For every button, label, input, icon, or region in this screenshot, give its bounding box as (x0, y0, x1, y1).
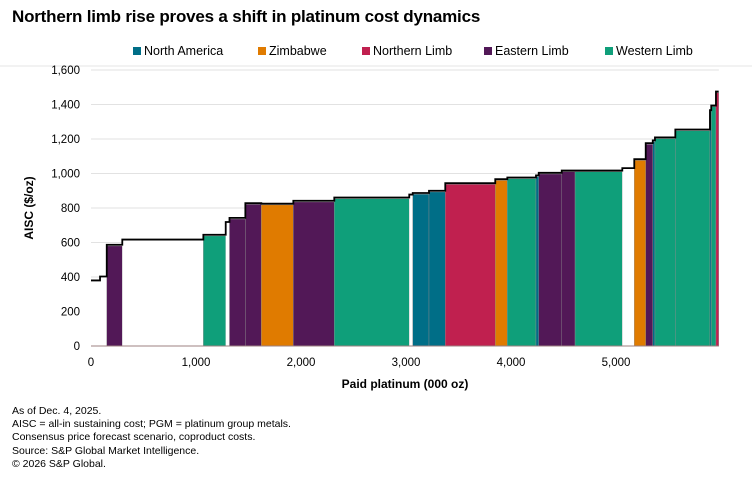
cost-bar-unclassified (622, 169, 635, 346)
cost-bar-zimbabwe (495, 180, 508, 347)
x-tick-label: 1,000 (182, 357, 211, 369)
legend-swatch (605, 47, 613, 55)
cost-curve-line (91, 90, 719, 282)
cost-bar-eastern-limb (245, 204, 262, 347)
cost-bar-western-limb (675, 130, 711, 347)
y-tick-label: 400 (61, 272, 80, 284)
x-tick-label: 4,000 (497, 357, 526, 369)
footnote-date: As of Dec. 4, 2025. (12, 405, 102, 417)
cost-bar-eastern-limb (106, 245, 123, 347)
legend-swatch (258, 47, 266, 55)
y-tick-label: 200 (61, 307, 80, 319)
y-axis-title: AISC ($/oz) (22, 176, 36, 239)
legend-item-north-america: North America (133, 44, 223, 58)
legend-swatch (484, 47, 492, 55)
legend-item-eastern-limb: Eastern Limb (484, 44, 569, 58)
cost-bar-western-limb (654, 138, 676, 347)
footnotes: As of Dec. 4, 2025. AISC = all-in sustai… (12, 405, 291, 471)
footnote-source: Source: S&P Global Market Intelligence. (12, 444, 200, 457)
legend-label: Western Limb (616, 44, 693, 58)
cost-curve-chart: 0 200 400 600 800 1,000 1,200 1,400 1,600 0 1,000 2… (0, 65, 752, 391)
cost-bar-unclassified (122, 240, 204, 346)
cost-bar-north-america (652, 141, 656, 347)
chart-title: Northern limb rise proves a shift in pla… (12, 7, 481, 26)
cost-bar-unclassified (91, 281, 101, 346)
y-tick-label: 1,400 (51, 100, 80, 112)
footnote-abbreviations: AISC = all-in sustaining cost; PGM = pla… (12, 418, 291, 431)
cost-bar-unclassified (225, 223, 230, 346)
legend-label: North America (144, 44, 224, 58)
cost-bar-zimbabwe (261, 204, 294, 347)
cost-bar-north-america (535, 176, 539, 347)
cost-bar-eastern-limb (293, 201, 335, 347)
cost-bar-north-america (412, 193, 430, 347)
x-axis-title: Paid platinum (000 oz) (342, 377, 469, 391)
x-tick-label: 3,000 (392, 357, 421, 369)
cost-bar-northern-limb (715, 92, 719, 347)
legend-item-western-limb: Western Limb (605, 44, 693, 58)
y-tick-label: 0 (74, 341, 80, 353)
legend: North America Zimbabwe Northern Limb Eas… (0, 44, 752, 64)
cost-bar-eastern-limb (645, 144, 653, 347)
cost-bar-western-limb (334, 198, 410, 347)
legend-item-northern-limb: Northern Limb (362, 44, 452, 58)
cost-bar-eastern-limb (538, 173, 562, 347)
y-tick-label: 600 (61, 238, 80, 250)
cost-bar-zimbabwe (634, 160, 646, 347)
cost-bar-unclassified (100, 277, 107, 346)
y-tick-label: 1,000 (51, 169, 80, 181)
cost-bar-western-limb (507, 178, 537, 347)
y-tick-label: 800 (61, 203, 80, 215)
cost-bar-north-america (428, 191, 446, 347)
legend-item-zimbabwe: Zimbabwe (258, 44, 327, 58)
legend-label: Eastern Limb (495, 44, 569, 58)
legend-label: Northern Limb (373, 44, 453, 58)
cost-bar-western-limb (711, 106, 717, 347)
y-tick-label: 1,600 (51, 65, 80, 77)
cost-bar-unclassified (409, 195, 413, 346)
y-tick-label: 1,200 (51, 134, 80, 146)
x-tick-label: 0 (88, 357, 94, 369)
cost-bar-eastern-limb (229, 218, 246, 347)
legend-swatch (133, 47, 141, 55)
cost-bar-eastern-limb (561, 171, 576, 347)
legend-swatch (362, 47, 370, 55)
legend-label: Zimbabwe (269, 44, 327, 58)
footnote-scenario: Consensus price forecast scenario, copro… (12, 431, 256, 444)
cost-bar-western-limb (574, 171, 623, 347)
x-tick-label: 2,000 (287, 357, 316, 369)
cost-bar-western-limb (203, 235, 226, 347)
footnote-copyright: © 2026 S&P Global. (12, 457, 106, 470)
x-tick-label: 5,000 (602, 357, 631, 369)
cost-bar-northern-limb (445, 184, 496, 347)
